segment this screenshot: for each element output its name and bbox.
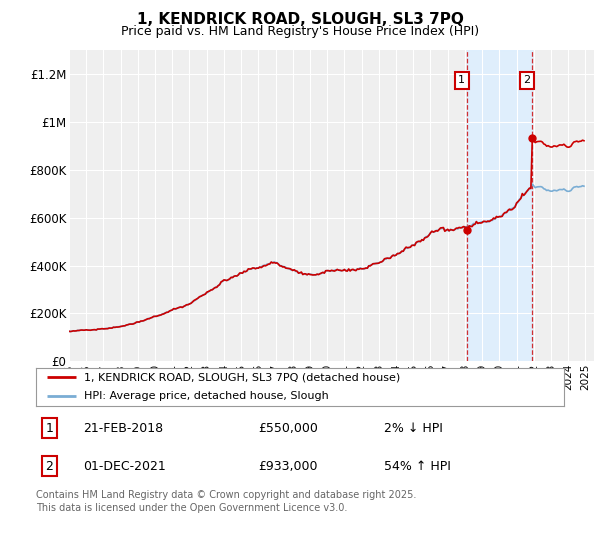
Bar xyxy=(467,50,532,361)
Text: £550,000: £550,000 xyxy=(258,422,317,435)
Text: Contains HM Land Registry data © Crown copyright and database right 2025.
This d: Contains HM Land Registry data © Crown c… xyxy=(36,490,416,513)
Text: 2% ↓ HPI: 2% ↓ HPI xyxy=(385,422,443,435)
Text: 2: 2 xyxy=(524,75,530,85)
Text: 2: 2 xyxy=(45,460,53,473)
Text: HPI: Average price, detached house, Slough: HPI: Average price, detached house, Slou… xyxy=(83,391,328,402)
Text: Price paid vs. HM Land Registry's House Price Index (HPI): Price paid vs. HM Land Registry's House … xyxy=(121,25,479,38)
Text: 1, KENDRICK ROAD, SLOUGH, SL3 7PQ: 1, KENDRICK ROAD, SLOUGH, SL3 7PQ xyxy=(137,12,463,27)
Text: 1: 1 xyxy=(45,422,53,435)
Text: 54% ↑ HPI: 54% ↑ HPI xyxy=(385,460,451,473)
Text: 1: 1 xyxy=(458,75,465,85)
Text: £933,000: £933,000 xyxy=(258,460,317,473)
Text: 21-FEB-2018: 21-FEB-2018 xyxy=(83,422,164,435)
Text: 1, KENDRICK ROAD, SLOUGH, SL3 7PQ (detached house): 1, KENDRICK ROAD, SLOUGH, SL3 7PQ (detac… xyxy=(83,372,400,382)
Text: 01-DEC-2021: 01-DEC-2021 xyxy=(83,460,166,473)
